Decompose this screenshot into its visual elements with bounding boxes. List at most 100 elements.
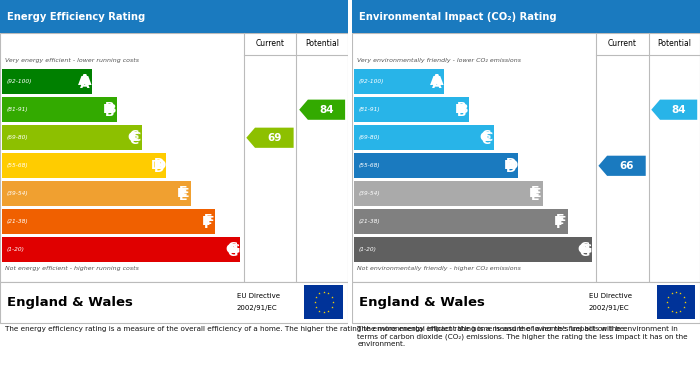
Text: D: D [505,159,516,172]
Text: G: G [582,244,591,256]
Text: B: B [458,103,468,116]
Text: D: D [153,157,164,170]
Text: (55-68): (55-68) [358,163,380,168]
Text: B: B [104,101,114,114]
Text: F: F [202,215,210,228]
Text: E: E [531,185,540,198]
Text: C: C [132,131,141,144]
Text: (81-91): (81-91) [6,107,28,112]
Text: B: B [456,106,466,118]
Text: Potential: Potential [305,39,340,48]
Bar [354,237,592,262]
Text: 66: 66 [620,161,634,171]
Bar [354,181,543,206]
Text: A: A [430,75,440,88]
Polygon shape [246,127,293,148]
Text: B: B [456,103,466,116]
Text: D: D [153,161,164,175]
Text: A: A [434,75,444,88]
Text: B: B [106,103,116,116]
Text: C: C [482,134,491,147]
Text: Energy Efficiency Rating: Energy Efficiency Rating [7,12,145,22]
Bar [657,285,696,319]
Bar [1,69,92,94]
Text: (39-54): (39-54) [358,191,380,196]
Polygon shape [598,156,645,176]
Text: E: E [181,187,190,200]
Text: England & Wales: England & Wales [7,296,133,308]
Text: (92-100): (92-100) [358,79,384,84]
Text: Current: Current [256,39,284,48]
Text: G: G [225,244,235,256]
Text: Very environmentally friendly - lower CO₂ emissions: Very environmentally friendly - lower CO… [357,58,522,63]
Text: B: B [456,101,466,114]
Text: F: F [556,218,564,231]
Text: (55-68): (55-68) [6,163,28,168]
Text: D: D [505,157,516,170]
Text: (69-80): (69-80) [358,135,380,140]
Text: The environmental impact rating is a measure of a home’s impact on the environme: The environmental impact rating is a mea… [357,326,688,347]
Text: D: D [503,159,514,172]
Text: E: E [531,190,540,203]
Text: D: D [505,161,516,175]
Text: A: A [80,77,90,90]
Text: G: G [228,241,237,254]
Text: A: A [82,75,92,88]
Text: B: B [104,103,114,116]
Text: G: G [580,244,589,256]
Bar [1,97,117,122]
Text: (39-54): (39-54) [6,191,28,196]
Text: G: G [228,244,237,256]
Bar [1,210,216,234]
Bar [0,0,348,33]
Bar [1,237,240,262]
Bar [1,181,191,206]
Text: D: D [155,159,166,172]
Bar [354,69,444,94]
Text: England & Wales: England & Wales [359,296,485,308]
Text: C: C [482,129,491,142]
Text: F: F [556,213,564,226]
Text: C: C [484,131,493,144]
Text: B: B [104,106,114,118]
Text: The energy efficiency rating is a measure of the overall efficiency of a home. T: The energy efficiency rating is a measur… [5,326,626,332]
Text: A: A [432,77,442,90]
Text: E: E [179,187,188,200]
Text: F: F [206,215,214,228]
Text: G: G [230,244,239,256]
Text: F: F [204,218,212,231]
Text: A: A [432,73,442,86]
Text: F: F [558,215,566,228]
Bar [352,33,700,282]
Text: G: G [580,246,589,259]
Polygon shape [651,100,697,120]
Text: 69: 69 [267,133,281,143]
Text: Environmental Impact (CO₂) Rating: Environmental Impact (CO₂) Rating [359,12,556,22]
Bar [0,33,348,282]
Text: Potential: Potential [657,39,692,48]
Text: EU Directive: EU Directive [589,293,631,299]
Text: E: E [177,187,186,200]
Text: F: F [554,215,562,228]
Text: (21-38): (21-38) [358,219,380,224]
Bar [352,282,700,323]
Text: (21-38): (21-38) [6,219,28,224]
Bar [304,285,344,319]
Text: F: F [204,215,212,228]
Bar [354,97,469,122]
Bar [0,282,348,323]
Text: G: G [580,241,589,254]
Text: C: C [482,131,491,144]
Text: (1-20): (1-20) [358,248,376,253]
Text: B: B [102,103,112,116]
Text: E: E [531,187,540,200]
Text: (81-91): (81-91) [358,107,380,112]
Text: C: C [130,134,139,147]
Text: F: F [556,215,564,228]
Text: Very energy efficient - lower running costs: Very energy efficient - lower running co… [5,58,139,63]
Bar [352,0,700,33]
Text: C: C [480,131,489,144]
Text: A: A [78,75,88,88]
Text: 2002/91/EC: 2002/91/EC [589,305,629,311]
Bar [354,125,494,150]
